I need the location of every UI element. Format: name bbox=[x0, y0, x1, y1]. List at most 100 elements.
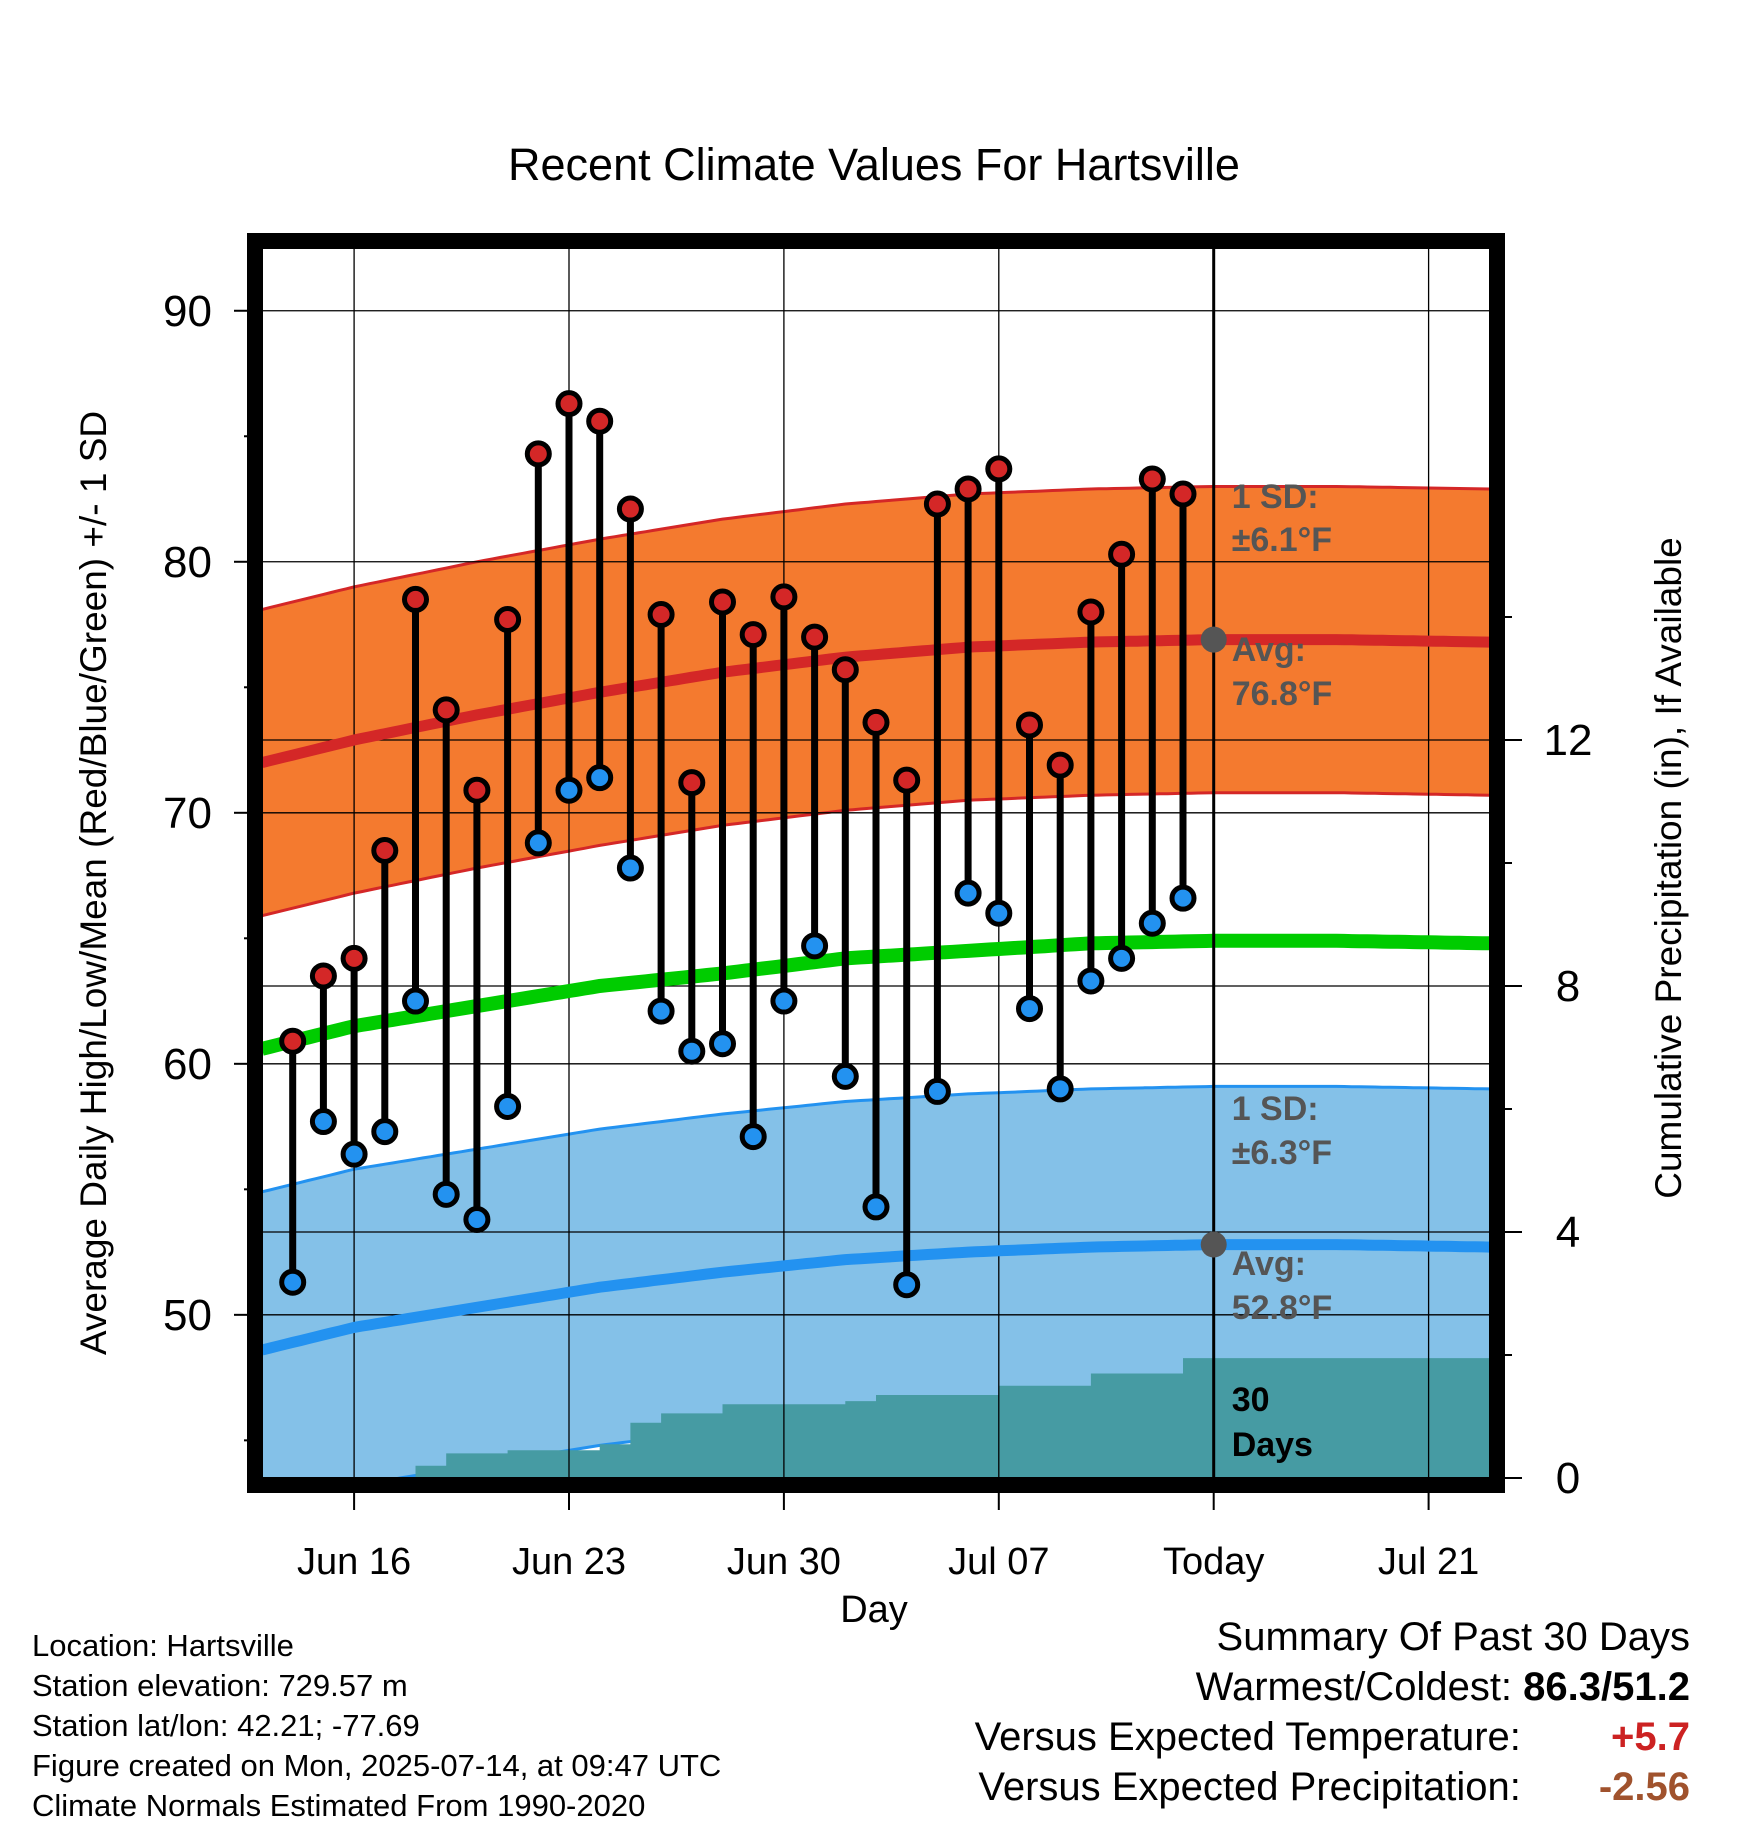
daily-low-point bbox=[494, 1092, 522, 1120]
daily-high-point bbox=[709, 588, 736, 616]
y-tick-label: 90 bbox=[163, 287, 212, 336]
high-avg-value: 76.8°F bbox=[1232, 675, 1333, 713]
grid bbox=[262, 248, 1490, 1478]
latlon-text: Station lat/lon: 42.21; -77.69 bbox=[32, 1708, 420, 1743]
daily-low-point bbox=[985, 899, 1013, 927]
daily-high-point bbox=[1077, 598, 1105, 626]
summary-warm-cold: Warmest/Coldest: 86.3/51.2 bbox=[975, 1662, 1690, 1712]
elevation-text: Station elevation: 729.57 m bbox=[32, 1668, 408, 1703]
daily-high-point bbox=[801, 623, 829, 651]
summary-panel: Summary Of Past 30 Days Warmest/Coldest:… bbox=[975, 1612, 1690, 1812]
daily-high-point bbox=[432, 696, 460, 724]
location-text: Location: Hartsville bbox=[32, 1628, 294, 1663]
today-low-avg-marker bbox=[1200, 1231, 1227, 1258]
y2-tick-label: 4 bbox=[1556, 1208, 1580, 1257]
summary-precip: Versus Expected Precipitation: -2.56 bbox=[975, 1762, 1690, 1812]
daily-high-point bbox=[923, 490, 951, 518]
daily-high-point bbox=[555, 390, 583, 418]
daily-high-point bbox=[985, 455, 1013, 483]
daily-low-point bbox=[709, 1030, 736, 1058]
y-tick-label: 80 bbox=[163, 538, 212, 587]
daily-low-point bbox=[463, 1205, 491, 1233]
daily-low-point bbox=[1108, 944, 1136, 972]
low-sd-label: 1 SD: bbox=[1232, 1090, 1319, 1128]
daily-high-point bbox=[1108, 540, 1136, 568]
y2-tick-label: 8 bbox=[1556, 962, 1580, 1011]
daily-high-point bbox=[1046, 751, 1074, 779]
y-axis-title: Average Daily High/Low/Mean (Red/Blue/Gr… bbox=[73, 411, 114, 1355]
high-normal-band-upper-edge bbox=[262, 485, 1490, 611]
precip-label: Versus Expected Precipitation: bbox=[978, 1765, 1521, 1809]
warm-cold-label: Warmest/Coldest: bbox=[1195, 1665, 1513, 1709]
daily-high-point bbox=[1169, 480, 1197, 508]
daily-low-point bbox=[893, 1271, 921, 1299]
daily-low-point bbox=[586, 764, 614, 792]
daily-low-point bbox=[647, 997, 675, 1025]
daily-low-point bbox=[279, 1268, 307, 1296]
daily-low-point bbox=[1169, 884, 1197, 912]
station-info: Location: Hartsville Station elevation: … bbox=[32, 1626, 721, 1826]
daily-high-point bbox=[678, 769, 706, 797]
warm-cold-value: 86.3/51.2 bbox=[1523, 1665, 1690, 1709]
daily-low-point bbox=[555, 776, 583, 804]
daily-low-point bbox=[616, 854, 644, 882]
low-sd-value: ±6.3°F bbox=[1232, 1134, 1332, 1172]
high-normal-line bbox=[262, 634, 1490, 768]
daily-high-point bbox=[954, 475, 982, 503]
daily-low-point bbox=[1077, 967, 1105, 995]
daily-high-point bbox=[279, 1027, 307, 1055]
plot-frame bbox=[247, 233, 1505, 1493]
daily-low-point bbox=[801, 932, 829, 960]
x-tick-label: Jun 30 bbox=[727, 1541, 841, 1583]
daily-high-point bbox=[1016, 711, 1043, 739]
daily-low-point bbox=[1138, 909, 1166, 937]
daily-low-point bbox=[1016, 995, 1043, 1023]
daily-high-point bbox=[402, 585, 429, 613]
daily-high-point bbox=[494, 606, 522, 634]
daily-high-point bbox=[309, 962, 337, 990]
daily-low-point bbox=[831, 1062, 859, 1090]
low-avg-label: Avg: bbox=[1232, 1245, 1306, 1283]
plot-area: 1 SD: ±6.1°F Avg: 76.8°F 1 SD: ±6.3°F Avg: 52.8… bbox=[262, 248, 1490, 1478]
x-tick-label: Jun 16 bbox=[297, 1541, 411, 1583]
axes: 50 60 70 80 90 0 4 8 12 Jun 16 Jun 23 Jun 30 Jul 07 T… bbox=[163, 233, 1593, 1583]
daily-low-point bbox=[371, 1118, 399, 1146]
daily-high-point bbox=[371, 836, 399, 864]
created-text: Figure created on Mon, 2025-07-14, at 09… bbox=[32, 1748, 722, 1783]
daily-high-point bbox=[647, 600, 675, 628]
low-avg-value: 52.8°F bbox=[1232, 1289, 1333, 1327]
chart-title: Recent Climate Values For Hartsville bbox=[508, 139, 1240, 190]
daily-low-point bbox=[770, 987, 798, 1015]
x-tick-label: Jun 23 bbox=[512, 1541, 626, 1583]
y2-tick-label: 0 bbox=[1556, 1454, 1580, 1503]
summary-title: Summary Of Past 30 Days bbox=[1216, 1615, 1690, 1659]
high-avg-label: Avg: bbox=[1232, 631, 1306, 669]
daily-low-point bbox=[923, 1077, 951, 1105]
x-tick-label: Jul 07 bbox=[948, 1541, 1049, 1583]
y2-tick-label: 12 bbox=[1544, 716, 1593, 765]
y-tick-label: 70 bbox=[163, 789, 212, 838]
daily-high-point bbox=[616, 495, 644, 523]
temp-label: Versus Expected Temperature: bbox=[974, 1715, 1521, 1759]
cumulative-precip-area bbox=[262, 1358, 1490, 1478]
daily-high-point bbox=[463, 776, 491, 804]
daily-low-point bbox=[678, 1037, 706, 1065]
daily-low-point bbox=[432, 1180, 460, 1208]
summary-temp: Versus Expected Temperature: +5.7 bbox=[975, 1712, 1690, 1762]
y-tick-label: 50 bbox=[163, 1291, 212, 1340]
today-high-avg-marker bbox=[1200, 626, 1227, 653]
daily-low-point bbox=[402, 987, 429, 1015]
daily-high-point bbox=[893, 766, 921, 794]
x-tick-label: Today bbox=[1163, 1541, 1264, 1583]
daily-low-point bbox=[739, 1123, 767, 1151]
daily-high-point bbox=[831, 656, 859, 684]
window-label-number: 30 bbox=[1232, 1381, 1270, 1419]
y-tick-label: 60 bbox=[163, 1040, 212, 1089]
low-normal-line bbox=[262, 1239, 1490, 1356]
daily-low-point bbox=[524, 829, 552, 857]
daily-high-point bbox=[862, 708, 890, 736]
daily-high-point bbox=[586, 407, 614, 435]
temp-value: +5.7 bbox=[1611, 1715, 1690, 1759]
daily-low-point bbox=[309, 1108, 337, 1136]
